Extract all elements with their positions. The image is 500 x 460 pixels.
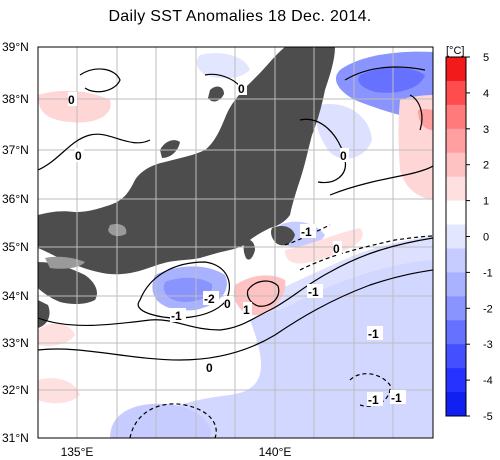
lat-label-33: 33°N [2,336,29,350]
colorbar-swatch [446,320,466,345]
lat-label-32: 32°N [2,383,29,397]
contour-minus1-east [299,235,433,271]
land-shikoku [38,262,97,305]
positive-anomaly-kyushu [38,323,75,347]
longitude-labels: 135°E 140°E [61,445,292,459]
contour-label-zero-3: 0 [238,82,245,96]
contour-minus1-southwest [129,403,217,438]
contour-label-minus2: -2 [204,292,215,306]
colorbar-tick-label: 2 [483,160,489,172]
contour-label-minus1-3: -1 [171,309,182,323]
colorbar-swatch [446,272,466,297]
contour-label-zero-1: 0 [68,93,75,107]
colorbar-tick-label: -5 [483,411,493,423]
contour-label-minus1-1: -1 [301,225,312,239]
colorbar-tick-label: -3 [483,339,493,351]
colorbar-tick-label: -4 [483,375,493,387]
colorbar-swatch [446,152,466,178]
contour-plus1-izu [246,280,280,307]
graticule [38,47,433,438]
colorbar-tick-label: 5 [483,52,489,64]
lat-label-34: 34°N [2,289,29,303]
colorbar-swatch [446,368,466,393]
land [38,47,335,328]
negative-anomaly-southwest [110,403,211,438]
colorbar-tick-label: -2 [483,303,493,315]
lon-label-135: 135°E [61,445,94,459]
colorbar-tick-label: 1 [483,196,489,208]
negative-anomaly-south [138,255,433,438]
contour-label-zero-5: 0 [333,242,340,256]
lat-label-39: 39°N [2,40,29,54]
contour-zero-north [38,133,151,171]
land-inland-sea [45,256,85,269]
colorbar-tick-label: 4 [483,88,489,100]
lat-label-35: 35°N [2,240,29,254]
contour-label-minus1-6: -1 [391,391,402,405]
land-noto [160,140,180,158]
negative-anomaly-japan-sea [196,53,250,79]
contours [38,66,433,438]
contour-minus1-south-east [349,373,391,407]
colorbar-unit-label: [°C] [446,45,464,57]
colorbar-tick-label: 3 [483,124,489,136]
contour-zero-japan-sea [79,68,121,93]
contour-label-zero-7: 0 [206,361,213,375]
contour-label-plus1: 1 [243,303,250,317]
contour-zero-coast-south [38,237,433,331]
colorbar-swatch [446,128,466,154]
negative-anomaly-kuroshio-south [255,235,433,312]
positive-anomaly-izu-band [285,228,363,264]
contour-label-zero-4: 0 [340,149,347,163]
negative-anomaly-northeast-core [358,67,425,93]
colorbar-swatch [446,200,466,226]
lon-label-140: 140°E [259,445,292,459]
colorbar-swatch [446,248,466,273]
colorbar: [°C] 5 4 3 2 1 0 -1 -2 -3 -4 -5 [445,45,493,423]
contour-label-zero-2: 0 [75,149,82,163]
land-honshu [38,47,335,275]
land-izu [243,239,255,260]
contour-minus1-northeast [344,66,426,81]
colorbar-swatch [446,176,466,202]
contour-zero-offshore [38,269,433,361]
positive-anomaly-southwest [38,378,80,404]
colorbar-swatch [446,57,466,82]
map-title: Daily SST Anomalies 18 Dec. 2014. [108,8,372,25]
contour-label-zero-6: 0 [224,297,231,311]
colorbar-swatch [446,392,466,417]
lat-label-31: 31°N [2,431,29,445]
contour-zero-east [329,165,433,196]
lat-label-36: 36°N [2,192,29,206]
land-sado [208,86,224,102]
colorbar-tick-label: 0 [483,232,489,244]
latitude-labels: 39°N 38°N 37°N 36°N 35°N 34°N 33°N 32°N … [2,40,29,445]
colorbar-tick-labels: 5 4 3 2 1 0 -1 -2 -3 -4 -5 [466,52,493,423]
colorbar-swatch [446,344,466,369]
colorbar-swatch [446,296,466,321]
lat-label-37: 37°N [2,143,29,157]
lat-label-38: 38°N [2,92,29,106]
land-boso [271,226,295,246]
contour-label-minus1-5: -1 [368,393,379,407]
map-frame [37,46,434,439]
colorbar-swatch [446,104,466,130]
contour-plus1-east [409,94,423,131]
colorbar-swatch [446,80,466,106]
contour-label-minus1-2: -1 [308,285,319,299]
negative-anomaly-sanriku [316,104,372,159]
colorbar-tick-label: -1 [483,267,493,279]
contour-label-group: 0 0 0 0 0 -1 -1 -1 -1 -1 -1 -2 0 [68,81,406,407]
colorbar-swatches [446,57,466,417]
colorbar-swatch [446,224,466,249]
contour-label-minus1-4: -1 [368,327,379,341]
